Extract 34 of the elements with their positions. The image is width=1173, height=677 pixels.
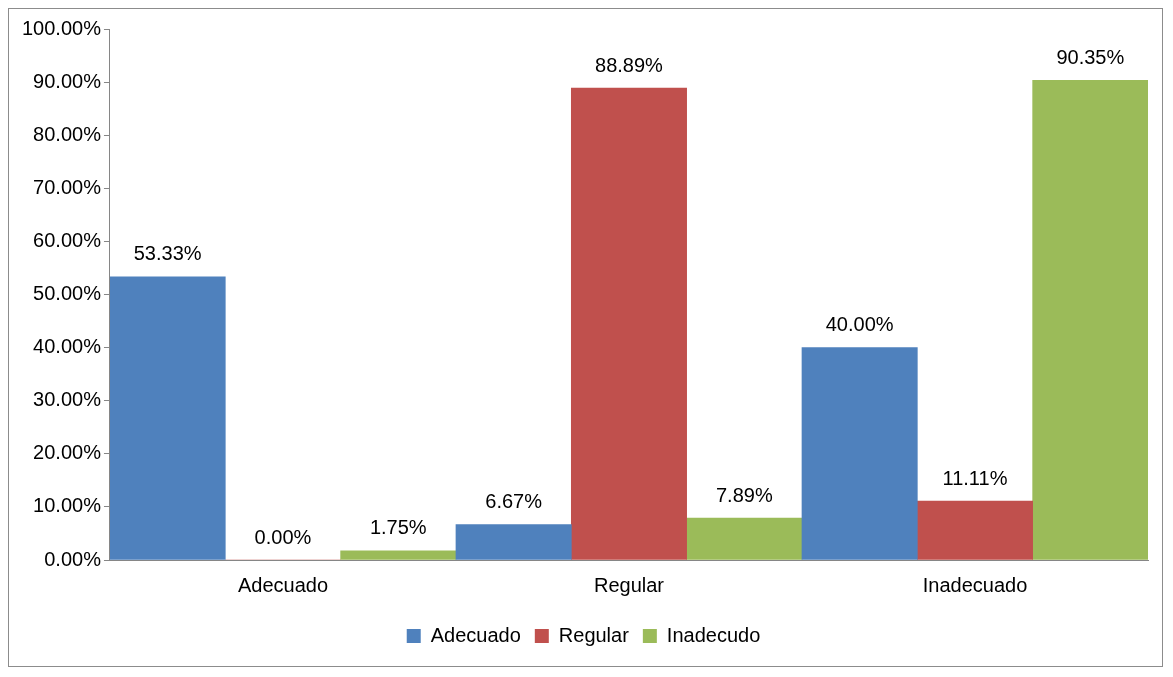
data-label: 7.89% [715, 483, 773, 506]
y-tick-label: 90.00% [33, 69, 102, 92]
data-label: 88.89% [595, 53, 664, 76]
y-tick-label: 40.00% [33, 335, 102, 358]
bar [340, 550, 457, 560]
data-label: 0.00% [254, 525, 312, 548]
y-tick-label: 60.00% [33, 228, 102, 251]
bar [109, 276, 226, 560]
legend-label: Regular [558, 623, 630, 646]
data-label: 53.33% [133, 242, 202, 265]
x-tick-label: Inadecuado [922, 573, 1028, 596]
y-tick-label: 70.00% [33, 175, 102, 198]
data-label: 90.35% [1056, 45, 1125, 68]
data-label: 40.00% [825, 313, 894, 336]
x-tick-label: Adecuado [237, 573, 328, 596]
y-tick-label: 80.00% [33, 122, 102, 145]
bar [1032, 79, 1148, 560]
y-tick-label: 0.00% [44, 547, 102, 570]
data-label: 11.11% [942, 466, 1008, 489]
data-label: 1.75% [369, 516, 427, 539]
y-tick-label: 100.00% [21, 16, 102, 39]
bar [570, 87, 687, 560]
y-tick-label: 10.00% [33, 494, 102, 517]
legend-label: Adecuado [430, 623, 521, 646]
data-label: 6.67% [485, 490, 543, 513]
bar [686, 517, 803, 560]
y-tick-label: 50.00% [33, 282, 102, 305]
x-tick-label: Regular [593, 573, 665, 596]
bar [916, 500, 1033, 560]
y-tick-label: 20.00% [33, 441, 102, 464]
legend-label: Inadecudo [666, 623, 761, 646]
bar [801, 347, 918, 560]
bar [455, 524, 572, 560]
y-tick-label: 30.00% [33, 388, 102, 411]
